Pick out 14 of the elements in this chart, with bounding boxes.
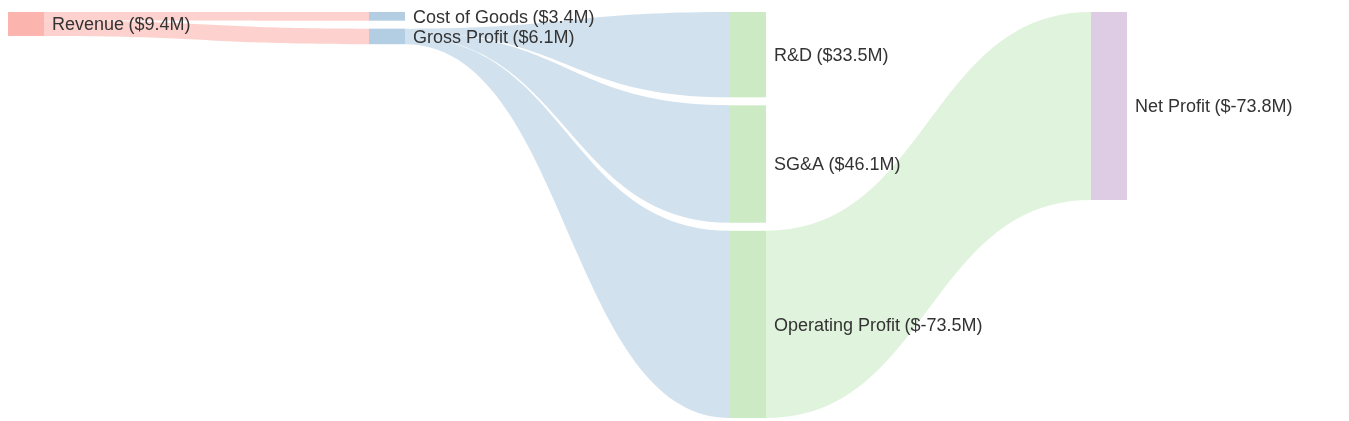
data-label: ($6.1M) bbox=[512, 26, 575, 47]
category-label: Net Profit bbox=[1135, 96, 1211, 117]
data-label: ($3.4M) bbox=[532, 6, 595, 27]
data-label: ($9.4M) bbox=[128, 14, 191, 35]
category-label: Revenue bbox=[52, 14, 125, 35]
data-label: ($-73.8M) bbox=[1214, 96, 1293, 117]
data-label: ($33.5M) bbox=[816, 44, 889, 65]
category-label: SG&A bbox=[774, 154, 825, 175]
data-label: ($46.1M) bbox=[828, 154, 901, 175]
category-label: Cost of Goods bbox=[413, 6, 529, 27]
data-label: ($-73.5M) bbox=[904, 314, 983, 335]
category-label: Operating Profit bbox=[774, 314, 901, 335]
category-label: R&D bbox=[774, 44, 813, 65]
category-label: Gross Profit bbox=[413, 26, 509, 47]
